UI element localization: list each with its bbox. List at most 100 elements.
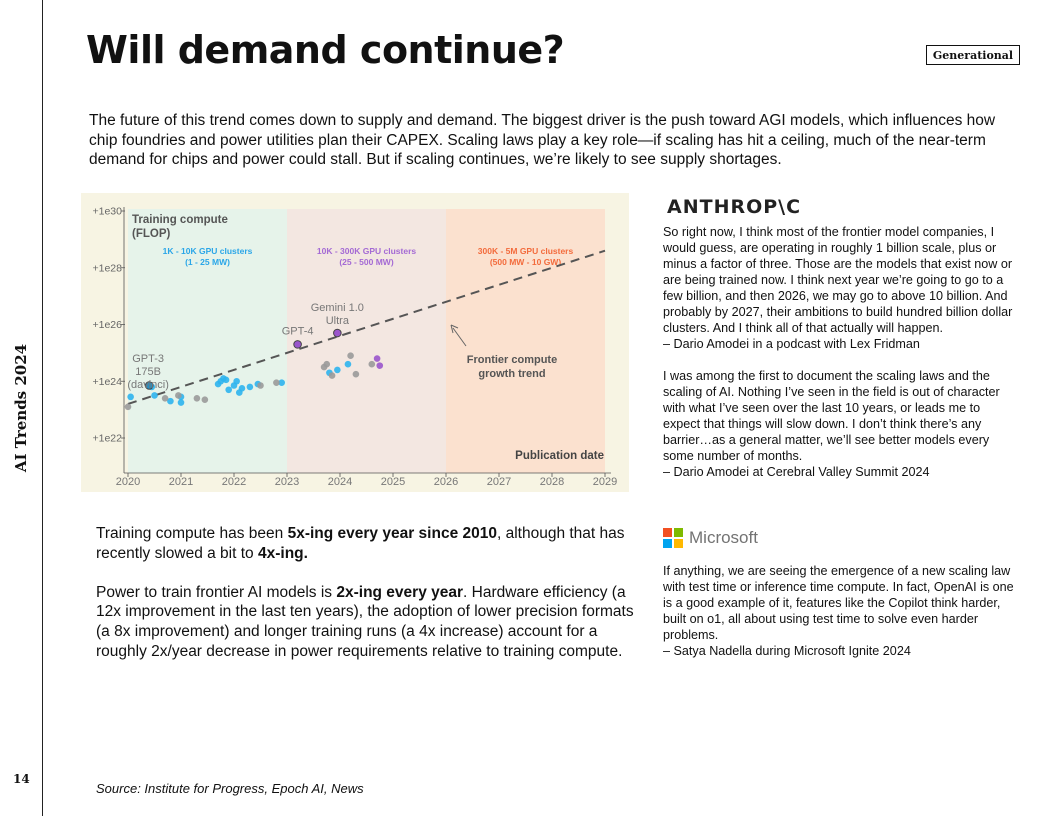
labeled-point-name-0-1: 175B: [135, 366, 161, 378]
data-point-1-0: [124, 403, 132, 411]
data-point-1-5: [257, 382, 264, 389]
anthropic-quote-1: So right now, I think most of the fronti…: [663, 225, 1013, 335]
x-axis-title: Publication date: [515, 450, 604, 462]
data-point-1-1: [161, 394, 169, 402]
compute-text-2: , although that has recently slowed a bi…: [96, 525, 625, 562]
trend-label-2: growth trend: [478, 368, 545, 380]
ms-square-red: [663, 528, 672, 537]
data-point-0-15: [246, 383, 254, 391]
anthropic-logo: ANTHROP\C: [667, 196, 802, 218]
report-side-title: AI Trends 2024: [12, 343, 30, 473]
data-point-1-10: [352, 370, 360, 378]
microsoft-wordmark: Microsoft: [689, 528, 758, 547]
compute-text-1: Training compute has been: [96, 525, 288, 542]
chart-svg: 1K - 10K GPU clusters(1 - 25 MW) 10K - 30…: [81, 193, 629, 492]
anthropic-attribution-2: – Dario Amodei at Cerebral Valley Summit…: [663, 465, 930, 479]
page-number: 14: [13, 772, 30, 786]
data-point-2-0: [376, 362, 384, 369]
labeled-point-0: [144, 381, 154, 390]
power-highlight: 2x-ing every year: [336, 583, 464, 601]
cluster-band-label-1: 10K - 300K GPU clusters: [317, 246, 416, 256]
data-point-1-9: [328, 372, 336, 379]
data-point-1-2: [175, 392, 182, 399]
data-point-1-8: [323, 360, 331, 368]
y-tick-label-2: +1e26: [93, 319, 123, 331]
cluster-band-1: [287, 209, 446, 473]
data-point-0-2: [151, 392, 158, 399]
cluster-band-label-2: 300K - 5M GPU clusters: [478, 246, 574, 256]
y-axis-title-0: Training compute: [132, 214, 228, 226]
y-tick-label-1: +1e24: [93, 376, 123, 388]
data-point-0-14: [238, 385, 246, 392]
labeled-point-name-0-0: GPT-3: [132, 353, 164, 365]
y-tick-label-0: +1e22: [93, 433, 123, 445]
cluster-band-sublabel-0: (1 - 25 MW): [185, 257, 230, 267]
labeled-point-name-1-0: GPT-4: [282, 325, 314, 337]
compute-highlight-2: 4x-ing.: [257, 544, 308, 562]
y-tick-label-3: +1e28: [93, 262, 123, 274]
page-title: Will demand continue?: [86, 28, 565, 72]
data-point-0-19: [334, 366, 341, 374]
x-tick-label-5: 2025: [381, 476, 405, 488]
y-axis-title-1: (FLOP): [132, 228, 170, 240]
trend-arrow-head: [450, 324, 459, 334]
x-tick-label-8: 2028: [540, 476, 564, 488]
bottom-text: Training compute has been 5x-ing every y…: [96, 524, 636, 681]
x-tick-label-4: 2024: [328, 476, 352, 488]
data-point-0-3: [167, 397, 174, 405]
data-point-1-6: [273, 379, 280, 386]
data-point-0-12: [233, 377, 240, 385]
power-text-2: . Hardware efficiency (a 12x improvement…: [96, 583, 634, 660]
data-point-0-9: [222, 376, 230, 384]
power-text-1: Power to train frontier AI models is: [96, 583, 337, 601]
cluster-band-label-0: 1K - 10K GPU clusters: [163, 246, 253, 256]
cluster-band-sublabel-2: (500 MW - 10 GW): [490, 257, 561, 267]
x-tick-label-1: 2021: [169, 476, 193, 488]
x-tick-label-0: 2020: [116, 476, 140, 488]
cluster-band-0: [128, 209, 287, 473]
data-point-1-4: [201, 396, 209, 403]
cluster-band-sublabel-1: (25 - 500 MW): [339, 257, 393, 267]
section-tag: Generational: [926, 45, 1020, 65]
ms-square-yellow: [674, 539, 683, 548]
intro-paragraph: The future of this trend comes down to s…: [89, 112, 996, 168]
microsoft-windows-icon: [663, 528, 683, 548]
microsoft-logo: Microsoft: [663, 528, 758, 548]
data-point-1-3: [193, 394, 201, 402]
ms-square-blue: [663, 539, 672, 548]
labeled-point-name-2-1: Ultra: [326, 315, 350, 327]
cluster-band-2: [446, 209, 605, 473]
trend-arrow: [452, 327, 467, 347]
anthropic-quotes: So right now, I think most of the fronti…: [663, 224, 1015, 480]
labeled-point-name-0-2: (davinci): [127, 379, 169, 391]
data-point-0-20: [344, 360, 352, 368]
compute-trend-chart: 1K - 10K GPU clusters (1 - 25 MW) 10K - 30…: [81, 193, 629, 492]
labeled-point-1: [293, 340, 302, 349]
left-margin-rule: [42, 0, 43, 816]
microsoft-quotes: If anything, we are seeing the emergence…: [663, 563, 1015, 659]
labeled-point-name-2-0: Gemini 1.0: [311, 302, 364, 314]
x-tick-label-3: 2023: [275, 476, 299, 488]
data-point-0-10: [225, 386, 232, 394]
x-tick-label-7: 2027: [487, 476, 511, 488]
power-paragraph: Power to train frontier AI models is 2x-…: [96, 583, 636, 661]
x-tick-label-9: 2029: [593, 476, 617, 488]
data-point-0-0: [127, 393, 134, 401]
trend-line: [127, 249, 606, 405]
microsoft-quote: If anything, we are seeing the emergence…: [663, 564, 1014, 642]
anthropic-quote-2: I was among the first to document the sc…: [663, 369, 1000, 463]
data-point-1-12: [368, 360, 376, 368]
ms-square-green: [674, 528, 683, 537]
trend-label-1: Frontier compute: [467, 354, 557, 366]
anthropic-attribution-1: – Dario Amodei in a podcast with Lex Fri…: [663, 337, 920, 351]
data-point-2-1: [373, 355, 381, 362]
microsoft-attribution: – Satya Nadella during Microsoft Ignite …: [663, 644, 911, 658]
source-note: Source: Institute for Progress, Epoch AI…: [96, 781, 364, 796]
x-tick-label-2: 2022: [222, 476, 246, 488]
compute-paragraph: Training compute has been 5x-ing every y…: [96, 524, 636, 563]
x-tick-label-6: 2026: [434, 476, 458, 488]
labeled-point-2: [333, 328, 342, 338]
data-point-0-5: [177, 399, 185, 406]
compute-highlight-1: 5x-ing every year since 2010: [287, 525, 497, 542]
data-point-1-11: [347, 352, 354, 360]
